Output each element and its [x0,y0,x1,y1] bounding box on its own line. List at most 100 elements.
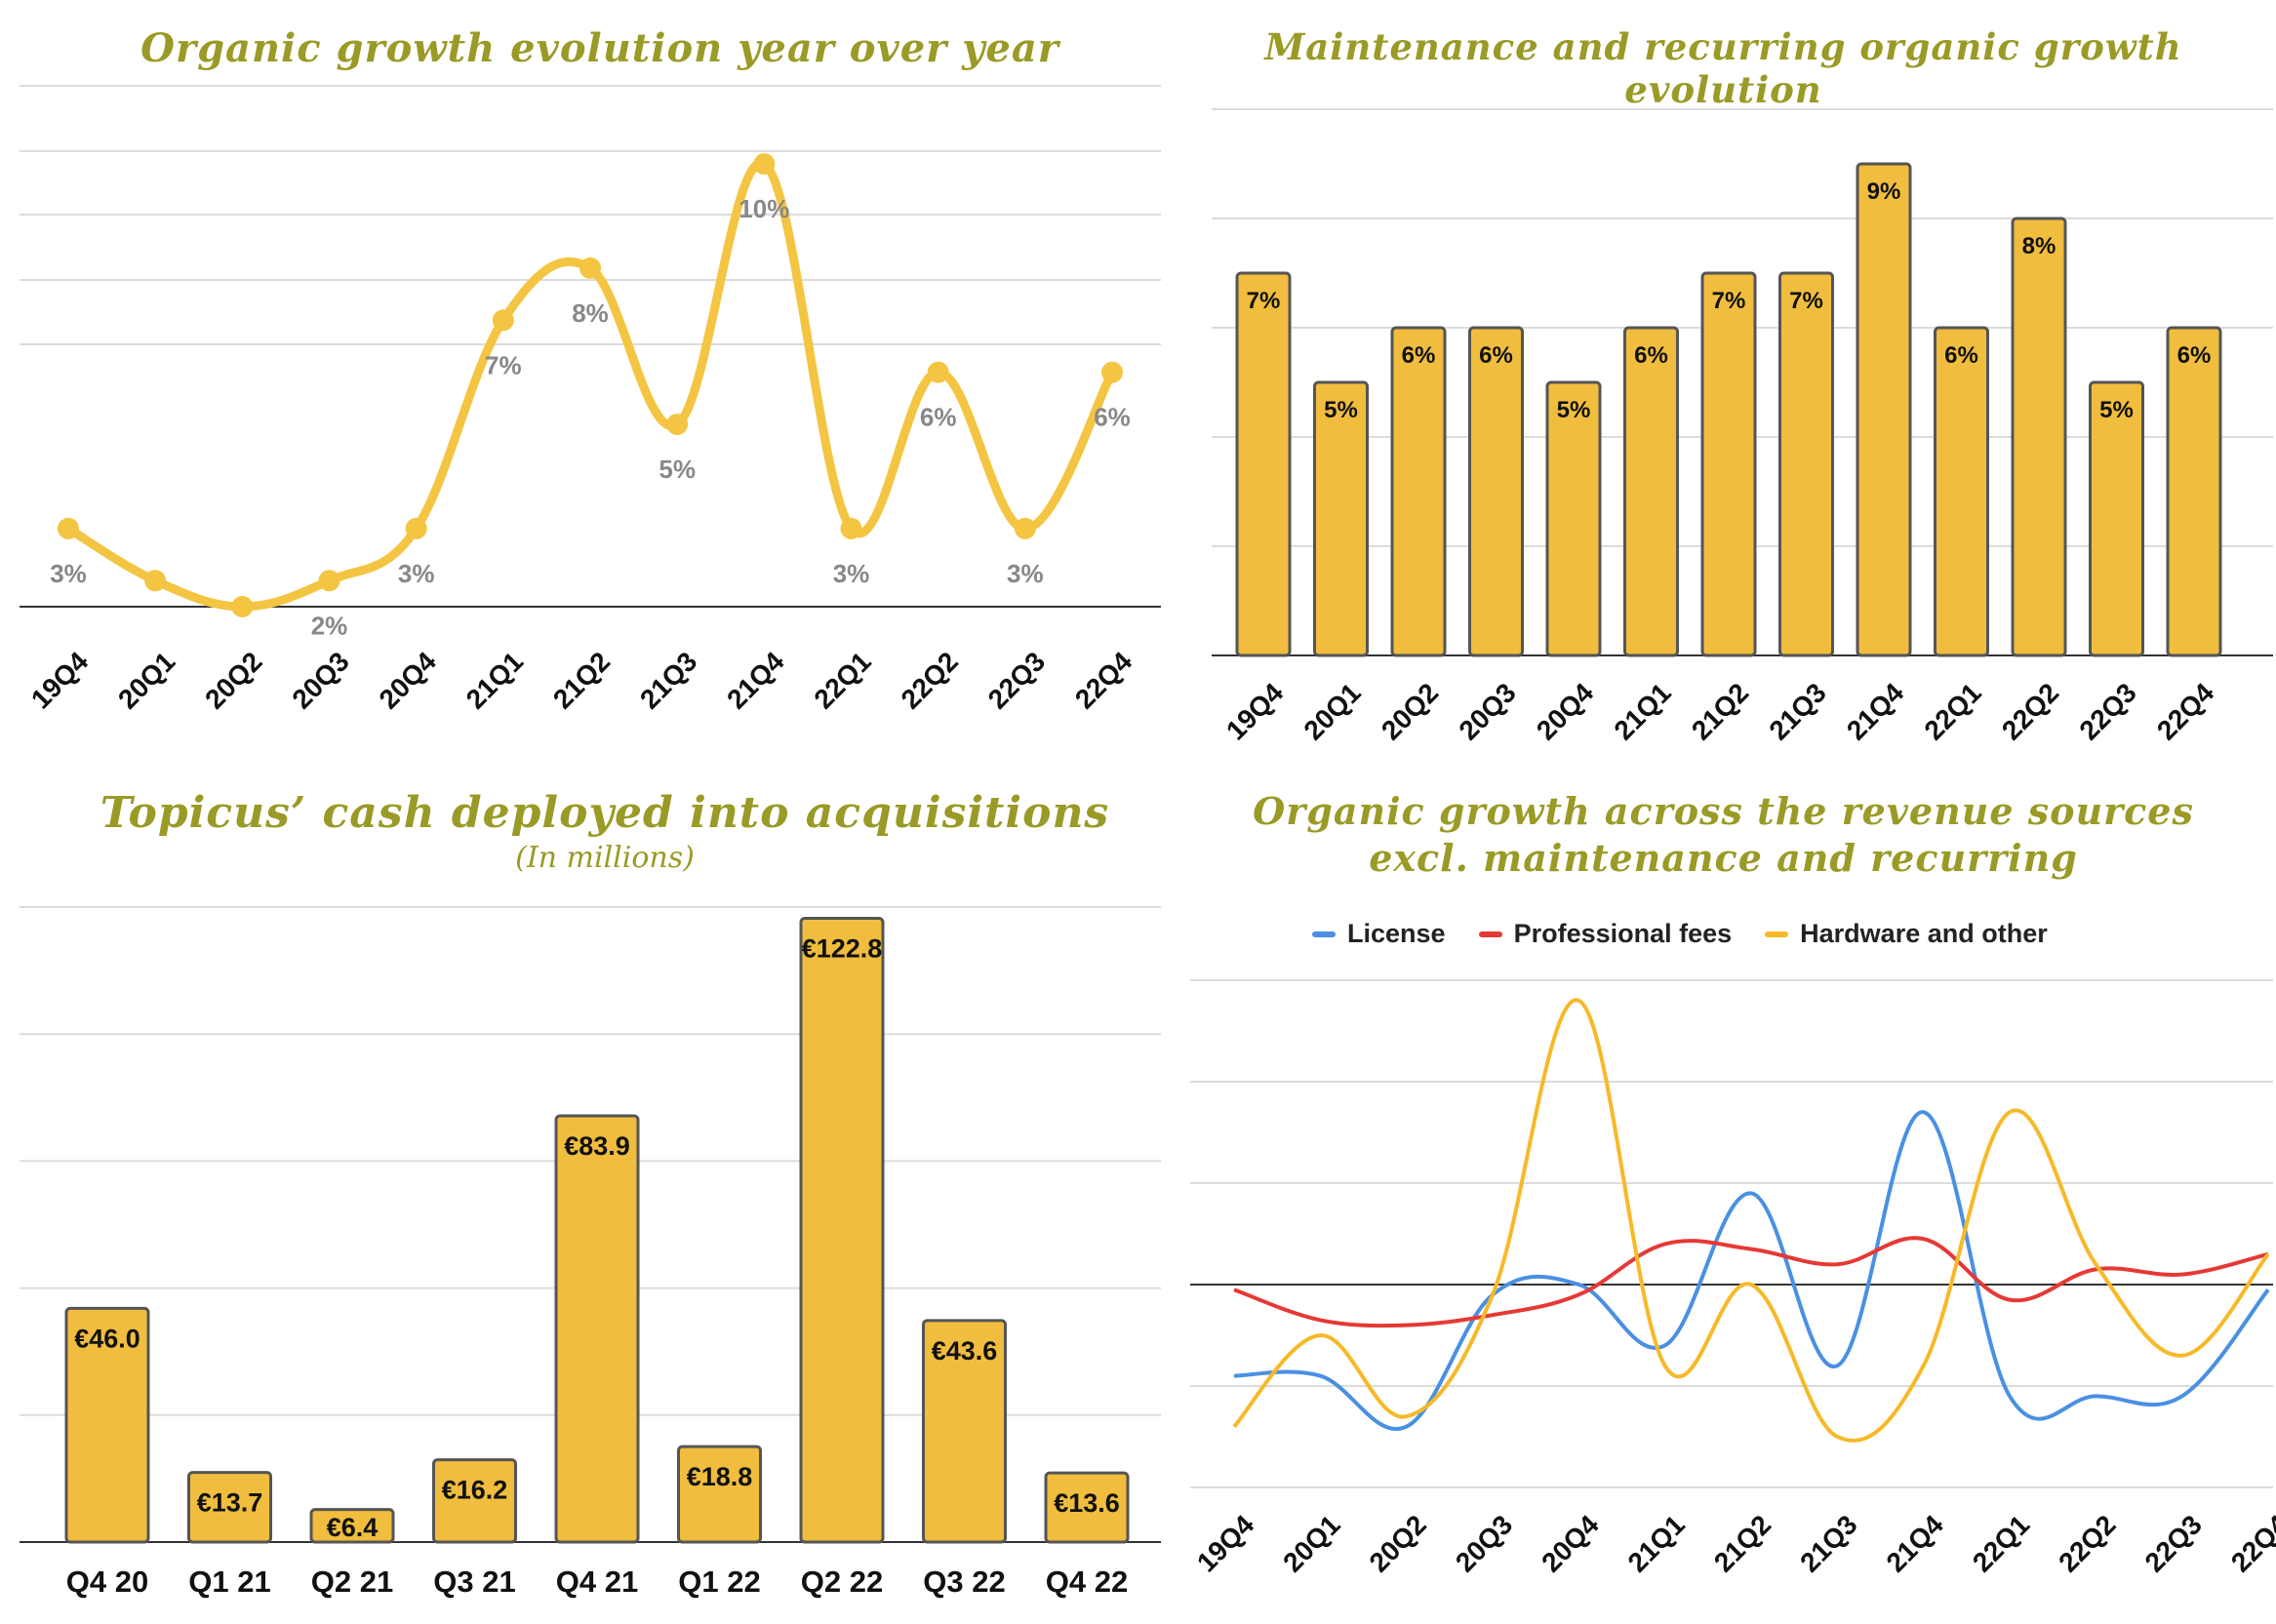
data-label: 3% [50,559,87,588]
bar [677,1445,762,1544]
x-tick-label: Q2 22 [801,1565,883,1599]
panel-cash-deployed: Topicus’ cash deployed into acquisitions… [0,771,1171,1624]
x-tick-label: Q2 21 [311,1565,393,1599]
chart-legend: License Professional fees Hardware and oth… [1312,919,2048,949]
data-point [1101,361,1123,383]
bar [554,1114,640,1544]
bar [1700,271,1757,657]
data-label: 3% [1007,559,1044,588]
series-line [1233,1236,2269,1328]
bar [2011,217,2067,657]
data-label: €83.9 [564,1131,630,1161]
bar [1313,380,1369,657]
x-tick-label: Q1 21 [188,1565,270,1599]
data-label: 6% [1479,342,1513,369]
chart-revenue-sources: 19Q4 20Q1 20Q2 20Q3 20Q4 21Q1 21Q2 21Q3 21Q4 22Q1… [1190,979,2276,1578]
series-line [1233,1110,2270,1431]
legend-item: License [1312,919,1446,949]
chart-title: Organic growth evolution year over year [140,25,1059,71]
chart-title: Topicus’ cash deployed into acquisitions [100,788,1110,838]
x-tick-label: 20Q4 [374,646,443,715]
x-tick-label: 20Q4 [1531,677,1600,746]
x-tick-label: 22Q2 [896,646,964,714]
bar [432,1458,517,1544]
data-label: 10% [739,194,789,223]
x-tick-label: 20Q2 [1376,677,1444,745]
series-line [1232,998,2270,1443]
data-label: €122.8 [802,933,883,963]
data-label: 7% [1789,288,1823,314]
legend-label: Professional fees [1513,919,1733,948]
x-tick-label: 20Q3 [286,646,354,714]
x-tick-label: 19Q4 [1191,1509,1260,1578]
x-tick-label: 21Q2 [1686,677,1754,745]
data-label: 5% [2099,397,2134,423]
data-label: 7% [1712,288,1746,314]
data-label: 7% [485,350,522,379]
x-tick-label: Q4 21 [556,1565,638,1599]
x-tick-label: Q1 22 [678,1565,760,1599]
bar [1468,326,1524,657]
data-label: 6% [2177,342,2212,369]
data-point [1014,517,1036,539]
bar [922,1319,1007,1544]
data-point [231,596,254,617]
x-tick-label: 22Q3 [2139,1509,2208,1577]
data-point [405,517,427,539]
x-tick-label: 22Q3 [2073,677,2141,745]
x-tick-label: 22Q2 [2053,1509,2121,1577]
chart-title: Organic growth across the revenue source… [1253,789,2194,880]
legend-swatch [1765,931,1789,937]
legend-item: Hardware and other [1765,919,2048,949]
x-tick-label: 20Q1 [112,646,180,714]
panel-organic-growth: Organic growth evolution year over year … [0,0,1171,761]
data-label: €13.6 [1054,1488,1120,1518]
legend-swatch [1312,931,1336,937]
data-point [318,570,340,592]
bar [799,916,885,1544]
x-tick-label: 21Q1 [1622,1509,1691,1577]
chart-organic-growth: 3% 2% 3% 7% 8% 5% 10% 3% 6% 3% 6% 19Q4 20Q1 20Q2 20Q3 2… [20,85,1161,715]
x-tick-label: 21Q4 [1881,1509,1950,1578]
bar [1044,1471,1130,1544]
x-tick-label: 21Q2 [547,646,616,714]
data-label: €18.8 [687,1462,753,1491]
x-tick-label: 19Q4 [1220,677,1290,746]
x-tick-label: 21Q4 [721,646,790,715]
data-point [579,257,601,279]
x-tick-label: 21Q3 [634,646,702,714]
data-point [753,153,776,176]
bar [1856,162,1912,657]
data-label: 8% [2022,233,2056,259]
x-tick-label: 21Q1 [460,646,529,714]
data-point [492,309,514,332]
x-tick-label: 21Q4 [1841,677,1910,746]
bar [1623,326,1679,657]
panel-revenue-sources: Organic growth across the revenue source… [1171,771,2276,1624]
bar [309,1508,395,1544]
chart-maintenance-growth: 7%5%6% 6%5%6%7% 7%9%6%8%5%6%19Q4 20Q1 20Q2 20… [1212,108,2273,746]
x-tick-label: 19Q4 [25,646,95,715]
data-label: 2% [311,611,348,640]
x-tick-label: 20Q2 [199,646,267,714]
data-label: 5% [1324,397,1358,423]
chart-subtitle: (In millions) [515,841,695,875]
data-label: €16.2 [442,1476,508,1505]
x-tick-label: 21Q2 [1708,1509,1777,1577]
x-tick-label: Q4 20 [66,1565,148,1599]
data-point [144,570,167,592]
x-tick-label: 20Q3 [1453,677,1521,745]
x-tick-label: 20Q2 [1364,1509,1432,1577]
data-label: 6% [920,403,957,432]
data-point [58,517,79,539]
bar [2166,326,2222,657]
bar [64,1306,150,1544]
data-label: €43.6 [932,1336,998,1366]
x-tick-label: 20Q1 [1277,1509,1345,1577]
bar [1778,271,1834,657]
x-tick-label: 20Q3 [1450,1509,1518,1577]
x-tick-label: 22Q2 [1996,677,2064,745]
bar [187,1471,272,1544]
data-label: 7% [1247,288,1281,314]
bar [2089,380,2144,657]
